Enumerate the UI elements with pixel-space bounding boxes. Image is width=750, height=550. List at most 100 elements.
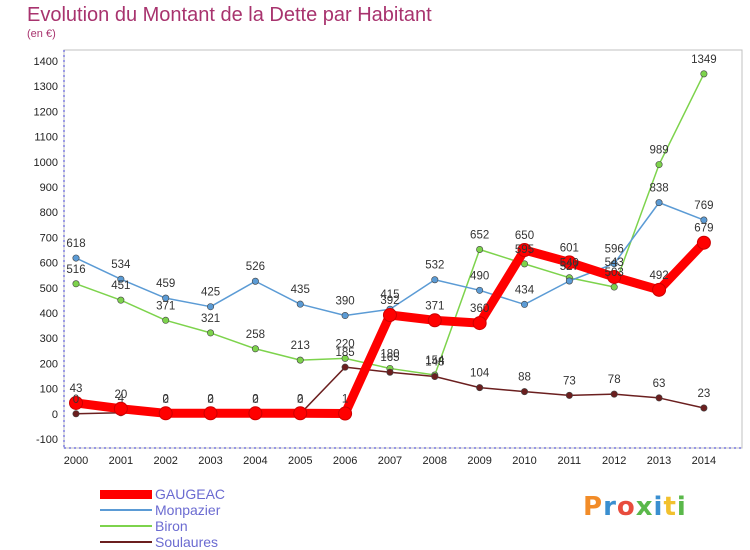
- data-point: [517, 243, 532, 257]
- data-point: [386, 368, 394, 376]
- data-point: [472, 316, 487, 331]
- y-tick-label: 600: [40, 258, 58, 270]
- logo-letter: i: [676, 492, 687, 522]
- data-label: 434: [515, 284, 535, 296]
- data-label: 618: [66, 238, 85, 250]
- data-label: 43: [70, 383, 83, 395]
- x-tick-label: 2006: [333, 455, 357, 467]
- x-tick-label: 2012: [602, 455, 626, 467]
- data-point: [162, 316, 170, 324]
- data-label: 601: [560, 242, 579, 254]
- data-point: [158, 406, 173, 421]
- data-label: 180: [380, 348, 399, 360]
- data-label: 258: [246, 329, 265, 341]
- data-label: 63: [653, 378, 666, 390]
- data-point: [610, 283, 618, 291]
- logo-letter: i: [653, 492, 664, 522]
- data-point: [476, 384, 484, 392]
- x-tick-label: 2010: [512, 455, 536, 467]
- data-point: [248, 406, 263, 421]
- legend-label: GAUGEAC: [155, 486, 226, 502]
- data-point: [382, 308, 397, 323]
- data-label: 165: [380, 352, 399, 364]
- data-label: 540: [560, 258, 579, 270]
- data-label: 390: [336, 296, 355, 308]
- data-label: 503: [605, 267, 624, 279]
- y-tick-label: 0: [52, 409, 58, 421]
- data-label: 543: [605, 257, 624, 269]
- data-point: [341, 354, 349, 362]
- y-tick-label: 200: [40, 358, 58, 370]
- data-point: [476, 245, 484, 253]
- data-label: 148: [425, 357, 444, 369]
- data-label: 1349: [691, 54, 717, 66]
- data-label: 2: [297, 393, 303, 405]
- x-tick-label: 2000: [64, 455, 88, 467]
- data-point: [338, 406, 353, 421]
- data-label: 415: [380, 289, 399, 301]
- y-tick-label: 300: [40, 333, 58, 345]
- x-tick-label: 2014: [692, 455, 716, 467]
- data-point: [562, 255, 577, 270]
- data-point: [72, 254, 80, 262]
- data-label: 435: [291, 284, 310, 296]
- y-tick-label: 800: [40, 207, 58, 219]
- series-line-biron: [75, 73, 705, 376]
- data-point: [431, 276, 439, 284]
- data-label: 0: [252, 394, 258, 406]
- data-point: [117, 275, 125, 283]
- y-tick-label: 700: [40, 232, 58, 244]
- data-point: [113, 401, 128, 416]
- x-tick-label: 2009: [467, 455, 491, 467]
- legend: GAUGEAC Monpazier Biron Soulaures: [100, 486, 300, 550]
- data-label: 838: [649, 183, 668, 195]
- data-point: [72, 410, 80, 418]
- data-label: 516: [66, 264, 85, 276]
- legend-swatch: [100, 525, 152, 527]
- data-point: [520, 300, 528, 308]
- data-label: 596: [605, 244, 624, 256]
- x-tick-label: 2002: [153, 455, 177, 467]
- data-label: 425: [201, 287, 220, 299]
- data-label: 1: [342, 394, 348, 406]
- data-point: [293, 406, 308, 421]
- data-point: [203, 406, 218, 421]
- data-label: 989: [649, 145, 668, 157]
- data-point: [565, 391, 573, 399]
- data-point: [520, 388, 528, 396]
- data-point: [700, 404, 708, 412]
- data-point: [607, 269, 622, 284]
- data-label: 88: [518, 372, 531, 384]
- x-tick-label: 2013: [647, 455, 671, 467]
- data-point: [341, 312, 349, 320]
- data-point: [341, 363, 349, 371]
- y-tick-label: 100: [40, 384, 58, 396]
- legend-label: Soulaures: [155, 534, 219, 550]
- data-label: 769: [694, 200, 713, 212]
- x-tick-label: 2011: [558, 455, 582, 467]
- data-point: [655, 199, 663, 207]
- data-point: [700, 216, 708, 224]
- legend-item-biron: Biron: [100, 518, 300, 534]
- data-point: [652, 282, 667, 297]
- data-label: 360: [470, 303, 489, 315]
- data-label: 534: [111, 259, 131, 271]
- data-point: [520, 260, 528, 268]
- data-label: 371: [156, 300, 175, 312]
- legend-item-gaugeac: GAUGEAC: [100, 486, 300, 502]
- data-point: [476, 286, 484, 294]
- data-point: [696, 235, 711, 250]
- y-tick-label: 400: [40, 308, 58, 320]
- legend-label: Monpazier: [155, 502, 221, 518]
- data-label: 213: [291, 340, 310, 352]
- legend-swatch: [100, 489, 152, 499]
- y-tick-label: 900: [40, 182, 58, 194]
- y-tick-label: 1100: [34, 132, 58, 144]
- y-tick-label: -100: [36, 434, 58, 446]
- data-point: [431, 373, 439, 381]
- logo-letter: P: [583, 492, 604, 522]
- data-point: [610, 260, 618, 268]
- data-label: 532: [425, 260, 444, 272]
- logo-letter: r: [603, 492, 617, 522]
